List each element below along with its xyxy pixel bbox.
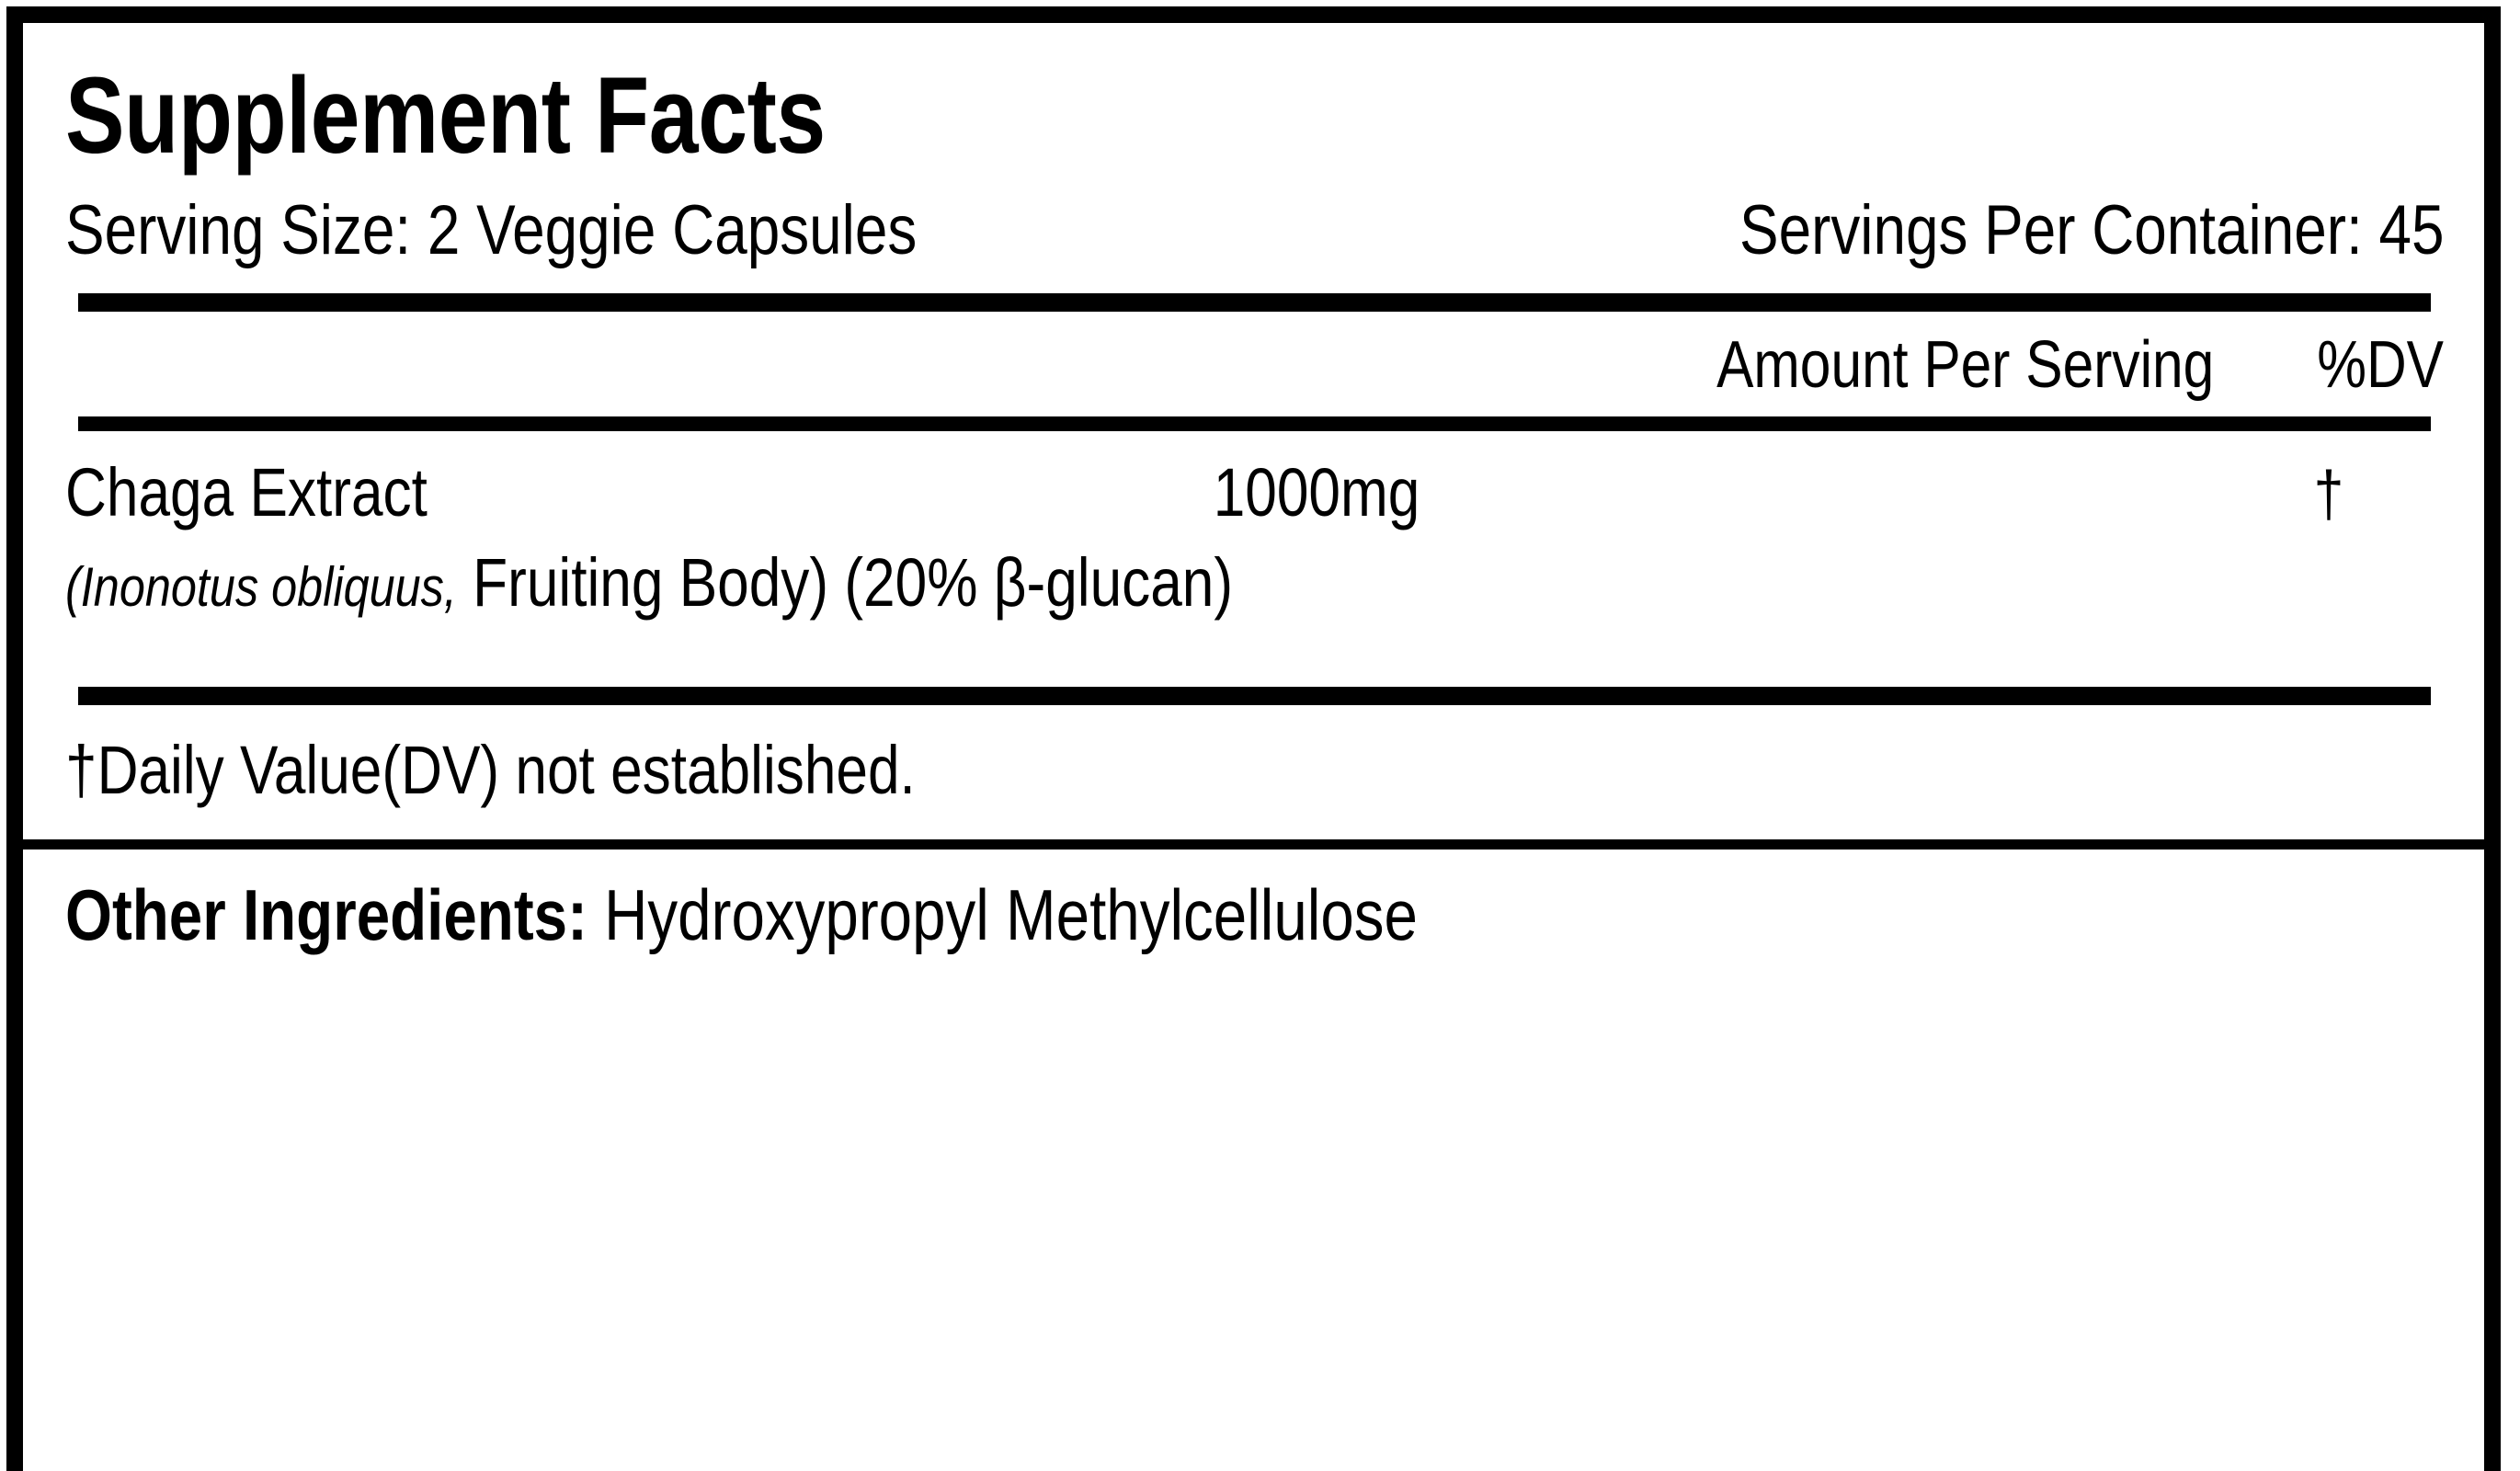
other-ingredients-label: Other Ingredients: xyxy=(65,873,587,955)
table-row: Chaga Extract 1000mg † xyxy=(65,431,2444,527)
supplement-facts-panel: Supplement Facts Serving Size: 2 Veggie … xyxy=(6,6,2501,1471)
divider-other-ingredients xyxy=(23,838,2484,850)
nutrient-amount: 1000mg xyxy=(1213,453,1420,530)
spacer xyxy=(23,268,2484,293)
divider-thick xyxy=(78,686,2431,705)
other-ingredients-row: Other Ingredients: Hydroxypropyl Methylc… xyxy=(65,850,2063,951)
serving-size-text: Serving Size: 2 Veggie Capsules xyxy=(65,191,918,269)
nutrient-latin-name: (Inonotus obliquus, xyxy=(65,555,457,618)
spacer xyxy=(23,617,2484,643)
divider-medium xyxy=(78,416,2431,431)
page-title: Supplement Facts xyxy=(65,55,826,177)
nutrient-daily-value: † xyxy=(2313,457,2344,530)
rule-below-header xyxy=(23,416,2484,431)
other-ingredients-block: Other Ingredients: Hydroxypropyl Methylc… xyxy=(23,850,2484,951)
divider-thick xyxy=(78,292,2431,312)
panel-header-block: Supplement Facts Serving Size: 2 Veggie … xyxy=(23,23,2484,268)
column-header-percent-dv: %DV xyxy=(2317,327,2444,402)
other-ingredients-value: Hydroxypropyl Methylcellulose xyxy=(604,873,1418,955)
column-header-amount-per-serving: Amount Per Serving xyxy=(1716,327,2214,402)
spacer xyxy=(23,643,2484,668)
nutrient-name: Chaga Extract xyxy=(65,453,428,530)
nutrient-descriptor: Fruiting Body) (20% β-glucan) xyxy=(456,543,1234,621)
rule-above-header xyxy=(23,292,2484,312)
nutrient-block: Chaga Extract 1000mg † (Inonotus obliquu… xyxy=(23,431,2484,617)
column-header-row: Amount Per Serving %DV xyxy=(65,312,2444,416)
nutrient-subtext-row: (Inonotus obliquus, Fruiting Body) (20% … xyxy=(65,527,2063,617)
spacer xyxy=(23,668,2484,687)
daily-value-footnote: †Daily Value(DV) not established. xyxy=(65,731,916,808)
amount-header-block: Amount Per Serving %DV xyxy=(23,312,2484,416)
serving-info-row: Serving Size: 2 Veggie Capsules Servings… xyxy=(65,194,2444,268)
rule-below-nutrients xyxy=(23,686,2484,705)
footnote-block: †Daily Value(DV) not established. xyxy=(23,705,2484,839)
servings-per-container-text: Servings Per Container: 45 xyxy=(1739,191,2444,269)
